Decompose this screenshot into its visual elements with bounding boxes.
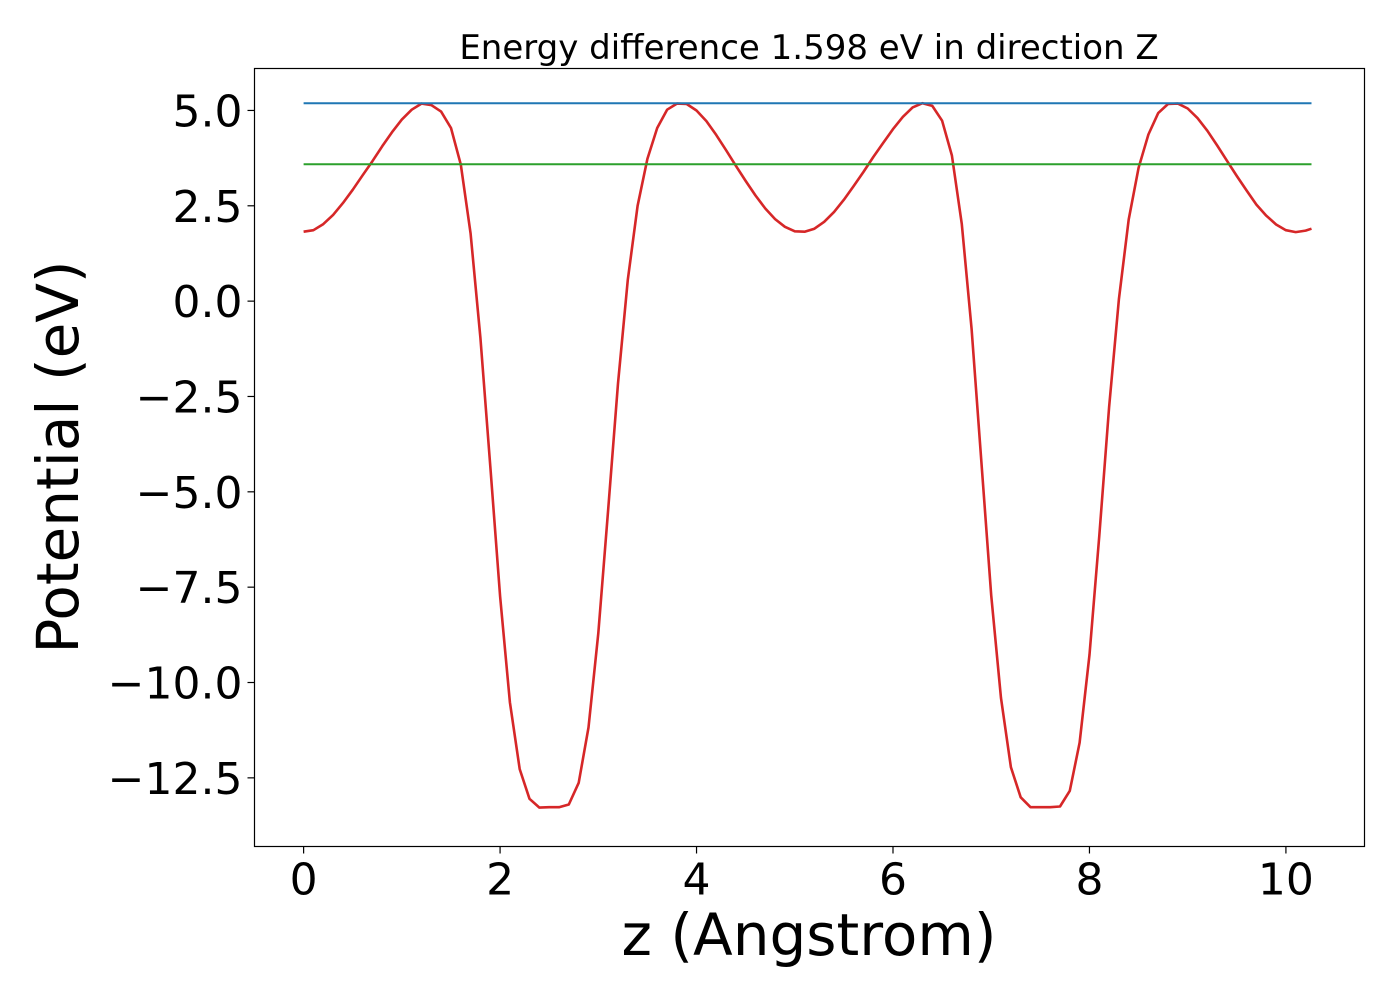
plot-area-frame <box>253 67 1366 848</box>
chart-title: Energy difference 1.598 eV in direction … <box>459 28 1158 68</box>
y-tick-label: −5.0 <box>136 468 243 519</box>
x-tick-label: 8 <box>1075 855 1103 906</box>
y-tick-label: 5.0 <box>173 86 243 137</box>
x-tick-label: 10 <box>1258 855 1314 906</box>
x-tick-label: 2 <box>486 855 514 906</box>
y-tick-label: −2.5 <box>136 372 243 423</box>
y-tick-label: 2.5 <box>173 182 243 233</box>
x-tick-label: 0 <box>290 855 318 906</box>
y-tick-label: −10.0 <box>108 659 243 710</box>
y-tick-label: −12.5 <box>108 754 243 805</box>
series-line-0 <box>303 101 1312 809</box>
x-tick-label: 4 <box>683 855 711 906</box>
x-tick-label: 6 <box>879 855 907 906</box>
y-tick-label: −7.5 <box>136 563 243 614</box>
y-axis-label: Potential (eV) <box>24 260 92 653</box>
x-axis-ticks: 0 2 4 6 8 10 <box>290 846 1314 906</box>
y-axis-ticks: 5.0 2.5 0.0 −2.5 −5.0 −7.5 −10.0 −12.5 <box>108 86 255 805</box>
series-layer <box>303 101 1312 809</box>
y-tick-label: 0.0 <box>173 277 243 328</box>
x-axis-label: z (Angstrom) <box>622 901 997 969</box>
